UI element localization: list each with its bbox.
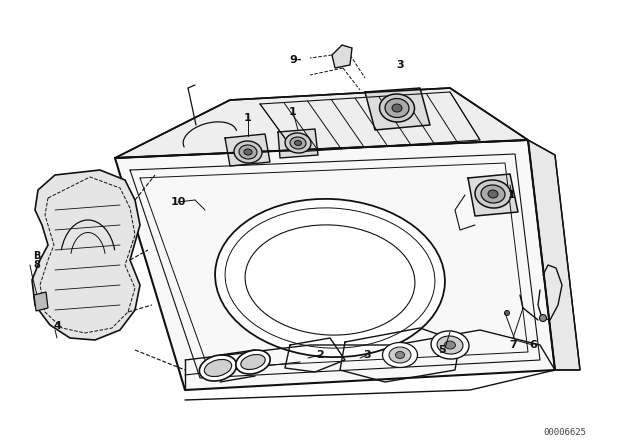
Ellipse shape — [396, 352, 404, 358]
Ellipse shape — [294, 141, 301, 146]
Polygon shape — [34, 292, 48, 311]
Ellipse shape — [431, 331, 469, 359]
Ellipse shape — [244, 149, 252, 155]
Ellipse shape — [245, 225, 415, 335]
Ellipse shape — [383, 343, 417, 367]
Ellipse shape — [445, 341, 456, 349]
Ellipse shape — [236, 350, 270, 374]
Ellipse shape — [241, 354, 265, 370]
Polygon shape — [468, 174, 518, 216]
Text: 8: 8 — [33, 260, 40, 270]
Ellipse shape — [481, 185, 505, 203]
Polygon shape — [332, 45, 352, 68]
Text: 00006625: 00006625 — [543, 427, 586, 436]
Polygon shape — [528, 140, 580, 370]
Polygon shape — [278, 129, 318, 158]
Polygon shape — [225, 134, 270, 166]
Ellipse shape — [475, 180, 511, 208]
Text: 1: 1 — [508, 190, 516, 200]
Text: 2: 2 — [316, 350, 324, 360]
Ellipse shape — [392, 104, 402, 112]
Text: 3: 3 — [363, 350, 371, 360]
Ellipse shape — [234, 141, 262, 163]
Text: 10: 10 — [170, 197, 186, 207]
Ellipse shape — [504, 310, 509, 315]
Ellipse shape — [215, 199, 445, 357]
Text: 7: 7 — [509, 340, 517, 350]
Ellipse shape — [285, 133, 311, 153]
Text: 3: 3 — [396, 60, 404, 70]
Text: 1: 1 — [244, 113, 252, 123]
Text: 9-: 9- — [290, 55, 302, 65]
Text: B: B — [33, 251, 41, 261]
Text: 6: 6 — [529, 340, 537, 350]
Ellipse shape — [389, 347, 411, 363]
Text: 4: 4 — [53, 321, 61, 331]
Ellipse shape — [540, 314, 547, 322]
Ellipse shape — [437, 336, 463, 354]
Ellipse shape — [239, 145, 257, 159]
Ellipse shape — [290, 137, 306, 149]
Ellipse shape — [200, 355, 237, 381]
Polygon shape — [365, 88, 430, 130]
Ellipse shape — [380, 94, 415, 122]
Ellipse shape — [204, 359, 232, 376]
Polygon shape — [115, 88, 528, 158]
Polygon shape — [115, 140, 555, 390]
Ellipse shape — [488, 190, 498, 198]
Ellipse shape — [385, 99, 409, 117]
Text: 5: 5 — [438, 345, 446, 355]
Text: 1: 1 — [289, 107, 297, 117]
Polygon shape — [32, 170, 140, 340]
